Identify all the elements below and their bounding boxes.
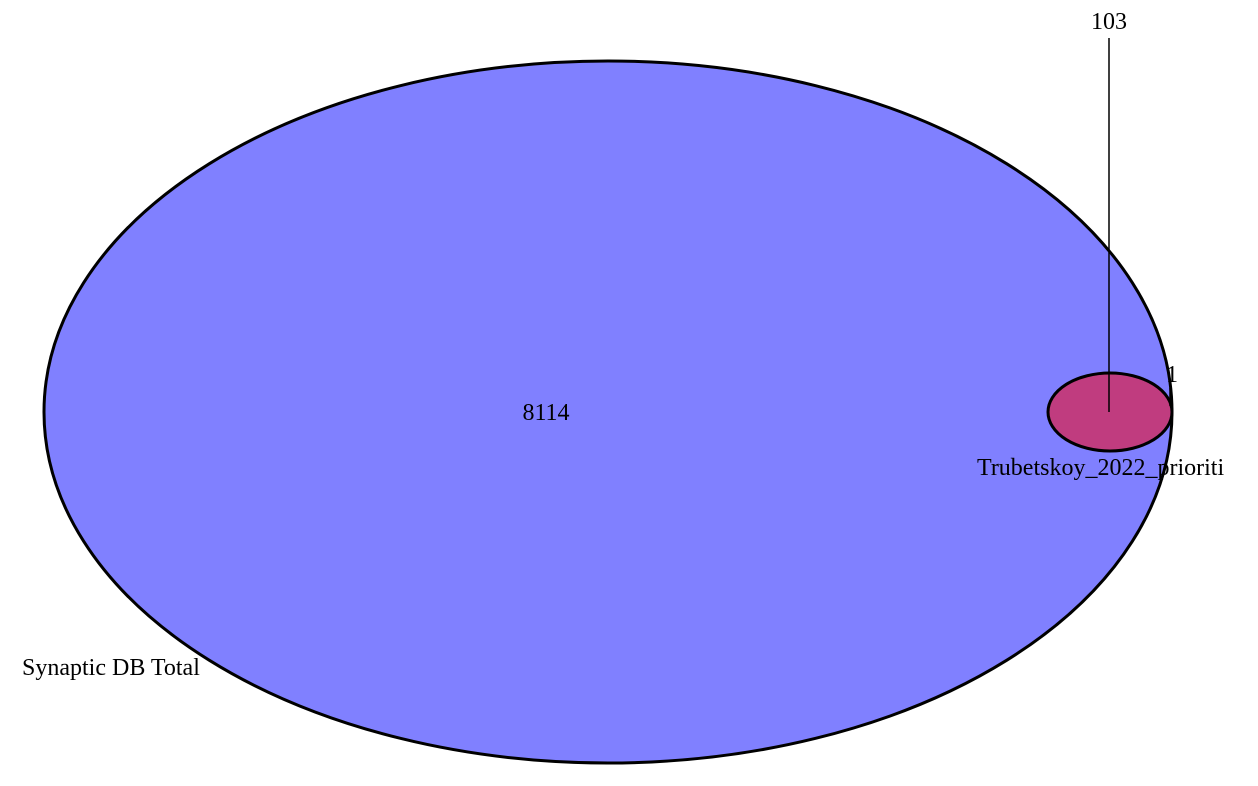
trubetskoy-set [1046, 371, 1174, 453]
set-a-only-count: 8114 [522, 400, 569, 426]
synaptic-db-total-set [42, 59, 1174, 765]
set-b-only-count: 1 [1166, 362, 1178, 388]
intersection-count: 103 [1091, 9, 1127, 35]
set-a-label: Synaptic DB Total [22, 655, 200, 681]
set-b-label: Trubetskoy_2022_prioriti [977, 455, 1224, 481]
